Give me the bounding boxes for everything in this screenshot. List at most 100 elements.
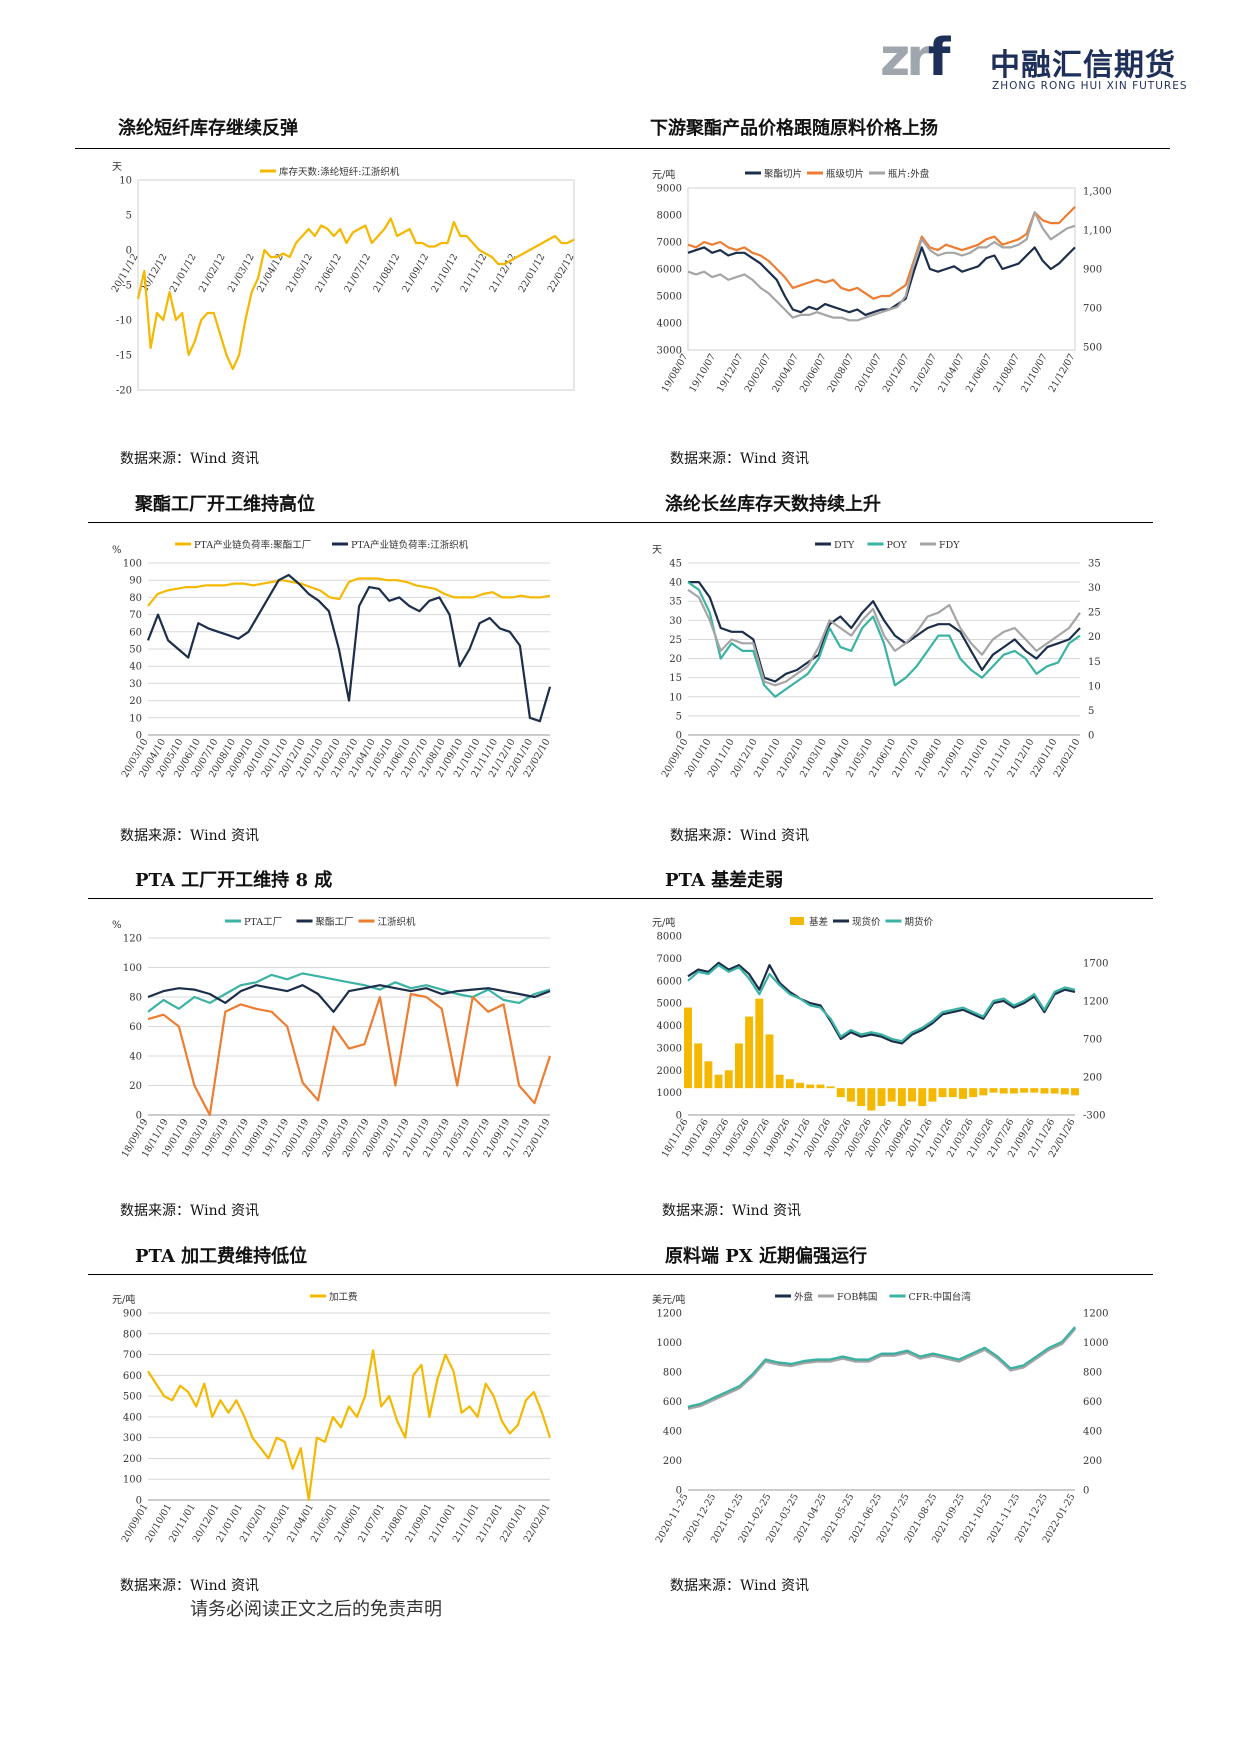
legend-label: DTY bbox=[834, 540, 855, 551]
x-tick-label: 20/04/07 bbox=[770, 352, 801, 394]
y-axis-unit: 天 bbox=[112, 162, 122, 173]
legend-label: FOB韩国 bbox=[837, 1291, 877, 1303]
y2-tick-label: 1,300 bbox=[1083, 187, 1112, 198]
y-tick-label: 700 bbox=[123, 1350, 142, 1361]
series-line bbox=[688, 581, 1081, 683]
x-tick-label: 21/07/12 bbox=[342, 252, 373, 294]
x-tick-label: 21/06/12 bbox=[313, 252, 344, 294]
basis-bar bbox=[684, 1007, 692, 1089]
y-tick-label: 5 bbox=[126, 211, 132, 222]
basis-bar bbox=[1050, 1088, 1059, 1094]
y-tick-label: 0 bbox=[676, 731, 682, 742]
y-tick-label: 0 bbox=[136, 1496, 142, 1507]
y-axis-unit: 美元/吨 bbox=[652, 1293, 685, 1306]
y2-tick-label: 35 bbox=[1088, 559, 1101, 570]
y2-tick-label: 1700 bbox=[1083, 958, 1108, 969]
section-divider bbox=[75, 148, 1170, 149]
plot-frame bbox=[688, 1313, 1075, 1490]
basis-bar bbox=[694, 1043, 703, 1089]
x-tick-label: 21/05/12 bbox=[284, 252, 315, 294]
basis-bar bbox=[928, 1088, 937, 1102]
basis-bar bbox=[796, 1082, 804, 1089]
series-line bbox=[687, 961, 1076, 1045]
y-tick-label: 7000 bbox=[657, 954, 682, 965]
source-note: 数据来源：Wind 资讯 bbox=[662, 1203, 802, 1219]
y-tick-label: 3000 bbox=[657, 1043, 682, 1054]
y2-tick-label: 400 bbox=[1083, 1427, 1102, 1438]
basis-bar bbox=[775, 1074, 784, 1089]
basis-bar bbox=[785, 1079, 794, 1089]
y-tick-label: 100 bbox=[123, 1475, 142, 1486]
source-note: 数据来源：Wind 资讯 bbox=[120, 1203, 260, 1219]
y-tick-label: 70 bbox=[129, 610, 142, 621]
y2-tick-label: 1,100 bbox=[1083, 226, 1112, 237]
y2-tick-label: 700 bbox=[1083, 303, 1102, 314]
y-axis-unit: % bbox=[112, 545, 122, 556]
y-tick-label: 6000 bbox=[657, 265, 682, 276]
basis-bar bbox=[999, 1088, 1008, 1094]
x-tick-label: 22/01/12 bbox=[517, 252, 548, 294]
x-tick-label: 21/04/07 bbox=[936, 352, 967, 394]
series-line bbox=[147, 1349, 552, 1502]
legend-label: 瓶片:外盘 bbox=[888, 168, 930, 180]
y-tick-label: 200 bbox=[663, 1456, 682, 1467]
y2-tick-label: 0 bbox=[1083, 1486, 1089, 1497]
chart-pta-basis: 元/吨 基差 现货价 期货价80007000600050004000300020001… bbox=[652, 916, 1108, 1159]
y-tick-label: 0 bbox=[126, 246, 132, 257]
y-tick-label: -20 bbox=[116, 386, 132, 397]
y2-tick-label: 25 bbox=[1088, 608, 1101, 619]
basis-bar bbox=[989, 1088, 998, 1093]
legend-label: 聚酯切片 bbox=[764, 168, 802, 180]
basis-bar bbox=[1040, 1088, 1049, 1094]
y-tick-label: 10 bbox=[129, 713, 142, 724]
y-tick-label: 100 bbox=[123, 963, 142, 974]
x-tick-label: 21/12/07 bbox=[1047, 352, 1078, 394]
company-logo: zrf 中融汇信期货 ZHONG RONG HUI XIN FUTURES bbox=[880, 28, 1200, 98]
x-tick-label: 22/02/12 bbox=[546, 252, 577, 294]
series-line bbox=[147, 984, 551, 1013]
y-tick-label: 100 bbox=[123, 559, 142, 570]
y2-tick-label: 1000 bbox=[1083, 1338, 1108, 1349]
y-tick-label: 20 bbox=[129, 696, 142, 707]
y2-tick-label: 20 bbox=[1088, 632, 1101, 643]
chart-polyester-load: % PTA产业链负荷率:聚酯工厂 PTA产业链负荷率:江浙织机10090807060… bbox=[112, 539, 553, 779]
y-axis-unit: 元/吨 bbox=[652, 916, 675, 929]
y-tick-label: 15 bbox=[669, 673, 682, 684]
legend-label: 现货价 bbox=[852, 916, 881, 928]
x-tick-label: 21/02/07 bbox=[909, 352, 940, 394]
series-line bbox=[687, 1326, 1076, 1408]
y-tick-label: 10 bbox=[119, 176, 132, 187]
series-line bbox=[687, 964, 1076, 1043]
basis-bar bbox=[836, 1088, 845, 1098]
series-line bbox=[136, 217, 575, 371]
x-tick-label: 20/10/07 bbox=[853, 352, 884, 394]
chart-fiber-inventory: 天库存天数:涤纶短纤:江浙织机1050-5-10-15-2020/11/1220… bbox=[110, 162, 577, 397]
x-tick-label: 21/01/12 bbox=[168, 252, 199, 294]
y-tick-label: 4000 bbox=[657, 1021, 682, 1032]
section-title-3: 聚酯工厂开工维持高位 bbox=[135, 494, 315, 515]
y-tick-label: 200 bbox=[123, 1454, 142, 1465]
y-tick-label: 300 bbox=[123, 1433, 142, 1444]
y-tick-label: 35 bbox=[669, 597, 682, 608]
x-tick-label: 21/10/07 bbox=[1019, 352, 1050, 394]
section-title-1: 涤纶短纤库存继续反弹 bbox=[118, 118, 298, 139]
y2-tick-label: 10 bbox=[1088, 681, 1101, 692]
chart-pta-load: % PTA工厂 聚酯工厂 江浙织机12010080604020018/09/1918/… bbox=[112, 916, 553, 1159]
basis-bar bbox=[755, 998, 764, 1089]
x-tick-label: 20/08/07 bbox=[826, 352, 857, 394]
basis-bar bbox=[938, 1088, 947, 1098]
y-tick-label: 40 bbox=[129, 662, 142, 673]
y-tick-label: 0 bbox=[676, 1486, 682, 1497]
legend-label: 聚酯工厂 bbox=[316, 917, 354, 928]
y-axis-unit: 元/吨 bbox=[112, 1293, 135, 1306]
plot-frame bbox=[688, 563, 1080, 735]
x-tick-label: 21/09/12 bbox=[400, 252, 431, 294]
source-note: 数据来源：Wind 资讯 bbox=[670, 1578, 810, 1594]
y2-tick-label: 30 bbox=[1088, 583, 1101, 594]
logo-english-name: ZHONG RONG HUI XIN FUTURES bbox=[992, 80, 1188, 92]
y-axis-unit: 元/吨 bbox=[652, 168, 675, 181]
y2-tick-label: 800 bbox=[1083, 1368, 1102, 1379]
y-tick-label: 30 bbox=[669, 616, 682, 627]
y-tick-label: 600 bbox=[663, 1397, 682, 1408]
series-line bbox=[687, 588, 1081, 687]
